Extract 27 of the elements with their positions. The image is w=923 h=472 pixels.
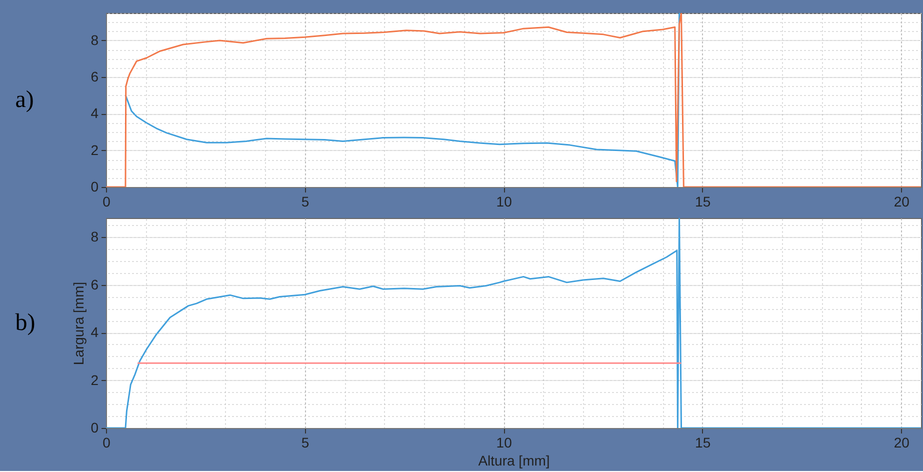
- y-tick-label: 4: [90, 324, 99, 340]
- y-tick-label: 0: [90, 420, 99, 436]
- y-tick-label: 2: [90, 142, 99, 158]
- line-series: [106, 13, 921, 187]
- y-tick-label: 4: [90, 105, 99, 122]
- x-tick-label: 15: [695, 194, 711, 210]
- x-tick-label: 5: [301, 194, 310, 210]
- x-axis-title: Altura [mm]: [478, 452, 550, 468]
- x-tick-label: 20: [894, 194, 910, 210]
- text: b): [15, 310, 36, 336]
- line-series: [125, 13, 680, 187]
- x-tick-label: 0: [102, 194, 111, 210]
- x-tick-label: 10: [496, 434, 512, 450]
- y-tick-label: 2: [90, 372, 99, 388]
- x-tick-label: 15: [695, 434, 711, 450]
- line-series: [106, 218, 921, 428]
- y-tick-label: 0: [90, 178, 99, 194]
- x-tick-label: 5: [301, 434, 310, 450]
- x-tick-label: 10: [496, 194, 512, 210]
- y-tick-label: 8: [90, 32, 99, 48]
- y-tick-label: 6: [90, 276, 99, 292]
- y-tick-label: 6: [90, 68, 99, 85]
- text: a): [15, 87, 34, 113]
- y-axis-title: Largura [mm]: [70, 282, 87, 366]
- y-tick-label: 8: [90, 228, 99, 245]
- x-tick-label: 0: [102, 434, 111, 450]
- x-tick-label: 20: [894, 434, 910, 450]
